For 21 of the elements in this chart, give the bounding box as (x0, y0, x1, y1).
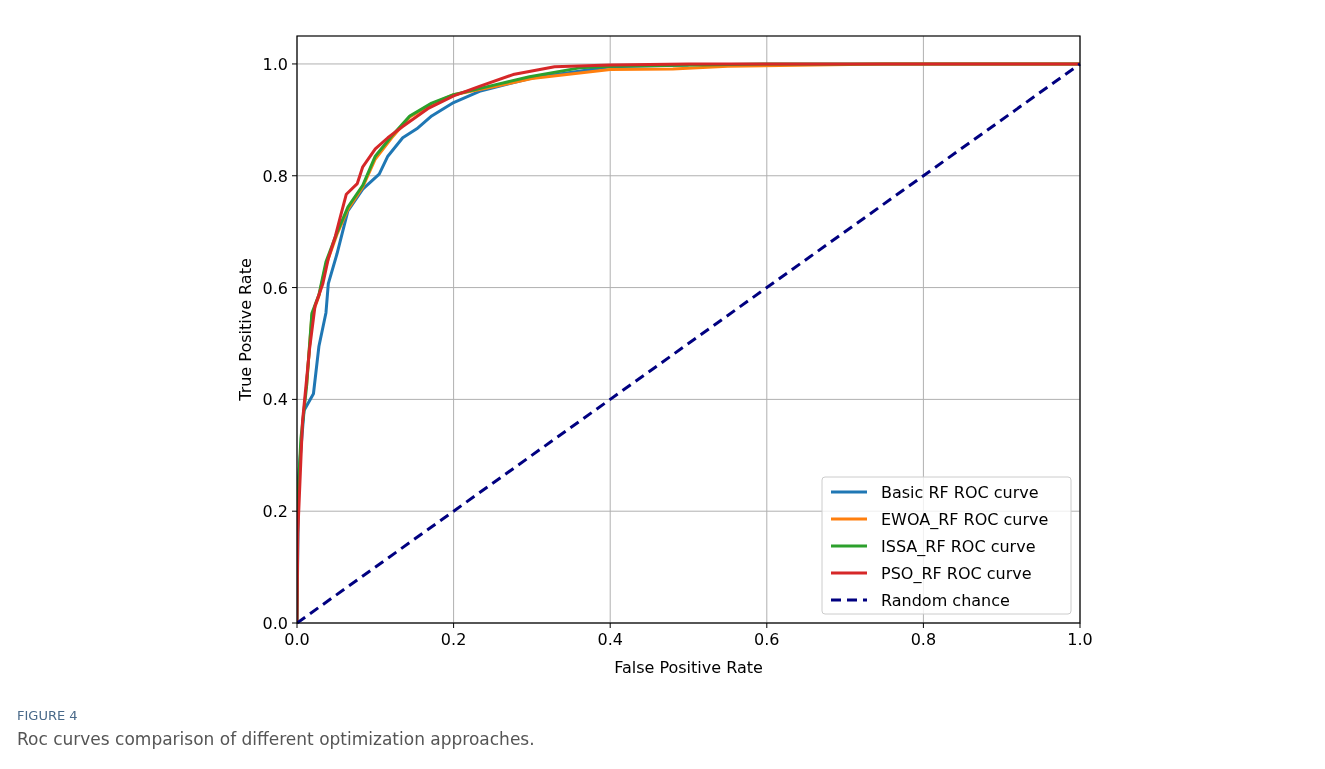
text: Roc curves comparison of different optimization approaches. (17, 729, 535, 749)
y-axis-title: True Positive Rate (236, 258, 255, 402)
legend-label: PSO_RF ROC curve (881, 564, 1032, 584)
x-tick-label: 0.6 (754, 630, 780, 649)
y-tick-label: 1.0 (262, 54, 288, 74)
legend-label: ISSA_RF ROC curve (881, 537, 1036, 557)
y-tick-label: 0.2 (262, 502, 288, 522)
x-axis-title: False Positive Rate (614, 658, 763, 677)
legend-label: EWOA_RF ROC curve (881, 510, 1049, 530)
y-tick-label: 0.0 (262, 614, 288, 633)
x-tick-label: 0.4 (597, 630, 623, 649)
legend-label: Basic RF ROC curve (881, 483, 1039, 502)
x-tick-label: 0.2 (440, 630, 467, 649)
legend-label: Random chance (881, 591, 1010, 610)
y-tick-label: 0.6 (262, 278, 288, 298)
y-tick-label: 0.8 (262, 166, 288, 186)
y-tick-label: 0.4 (262, 390, 288, 410)
x-tick-label: 0.8 (910, 630, 937, 649)
caption: FIGURE 4 (17, 708, 78, 723)
x-tick-label: 0.0 (284, 630, 310, 649)
x-tick-label: 1.0 (1067, 630, 1093, 649)
